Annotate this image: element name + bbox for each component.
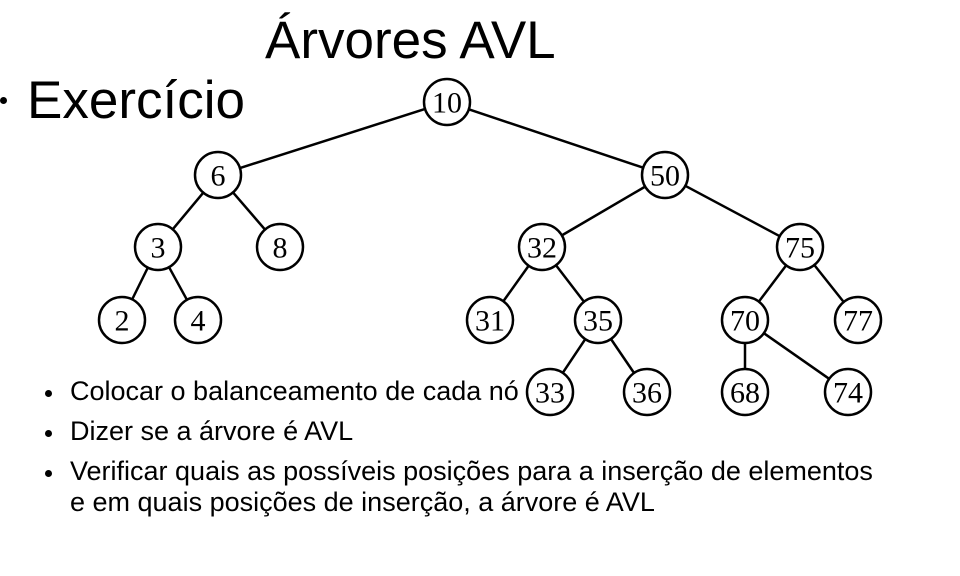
- tree-edge: [759, 265, 786, 301]
- slide-stage: Árvores AVL Exercício Colocar o balancea…: [0, 0, 960, 576]
- tree-node-label: 50: [650, 160, 680, 193]
- tree-node-label: 35: [583, 305, 613, 338]
- tree-node-label: 33: [535, 377, 565, 410]
- tree-node: 77: [835, 297, 881, 343]
- tree-node-label: 36: [632, 377, 662, 410]
- tree-edge: [240, 109, 425, 168]
- tree-node: 33: [527, 369, 573, 415]
- tree-node: 32: [519, 224, 565, 270]
- tree-node-label: 32: [527, 232, 557, 265]
- tree-edge: [562, 187, 645, 236]
- tree-node-label: 8: [273, 232, 288, 265]
- tree-node: 70: [722, 297, 768, 343]
- tree-edge: [764, 333, 829, 379]
- tree-node-label: 68: [730, 377, 760, 410]
- tree-edge: [611, 339, 634, 373]
- tree-node: 68: [722, 369, 768, 415]
- tree-node-label: 75: [785, 232, 815, 265]
- tree-edge: [169, 267, 187, 300]
- tree-node: 2: [99, 297, 145, 343]
- tree-nodes: 10 6 50 3 8 32 75 2 4 31 35 70 77 33 36 68 74: [99, 79, 881, 415]
- tree-node-label: 6: [211, 160, 226, 193]
- tree-node-label: 74: [833, 377, 863, 410]
- tree-edge: [233, 192, 265, 229]
- tree-node: 36: [624, 369, 670, 415]
- tree-edge: [556, 265, 584, 302]
- tree-node: 10: [424, 79, 470, 125]
- tree-node-label: 3: [151, 232, 166, 265]
- tree-edge: [503, 266, 528, 302]
- tree-edge: [814, 265, 843, 302]
- tree-edge: [173, 193, 204, 230]
- tree-node-label: 10: [432, 87, 462, 120]
- tree-node: 3: [135, 224, 181, 270]
- tree-node-label: 77: [843, 305, 873, 338]
- tree-edge: [563, 339, 585, 373]
- tree-edge: [132, 268, 148, 300]
- tree-node-label: 70: [730, 305, 760, 338]
- tree-node-label: 4: [191, 305, 206, 338]
- tree-node: 4: [175, 297, 221, 343]
- tree-node: 75: [777, 224, 823, 270]
- tree-node: 74: [825, 369, 871, 415]
- avl-tree-diagram: 10 6 50 3 8 32 75 2 4 31 35 70 77 33 36 68 74: [0, 0, 960, 576]
- tree-node: 31: [467, 297, 513, 343]
- tree-edge: [469, 109, 643, 167]
- tree-node-label: 2: [115, 305, 130, 338]
- tree-node: 50: [642, 152, 688, 198]
- tree-node: 35: [575, 297, 621, 343]
- tree-node: 6: [195, 152, 241, 198]
- tree-edge: [685, 186, 779, 236]
- tree-node: 8: [257, 224, 303, 270]
- tree-node-label: 31: [475, 305, 505, 338]
